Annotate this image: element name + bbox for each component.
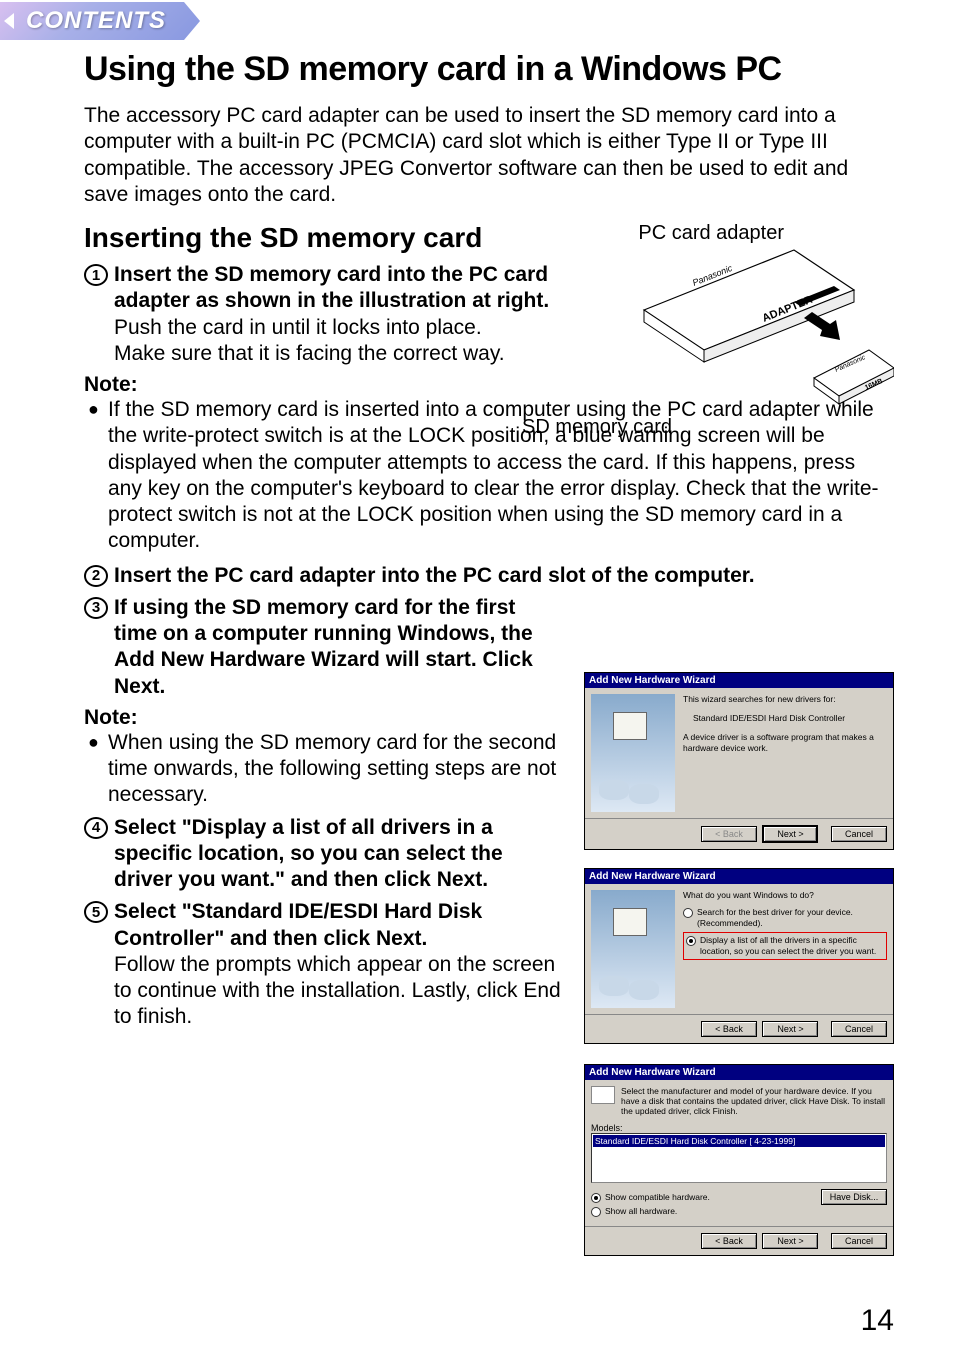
step-1-sub1: Push the card in until it locks into pla… [114, 315, 564, 341]
wizard-3-have-disk-button[interactable]: Have Disk... [821, 1189, 887, 1205]
wizard-1: Add New Hardware Wizard This wizard sear… [584, 672, 894, 850]
disk-icon [591, 1086, 615, 1104]
adapter-diagram: Panasonic ADAPTER Panasonic 16MB [634, 240, 894, 450]
radio-icon [591, 1207, 601, 1217]
step-3-num: 3 [84, 597, 108, 619]
step-4-title: Select "Display a list of all drivers in… [114, 815, 564, 894]
step-5-sub: Follow the prompts which appear on the s… [114, 952, 564, 1031]
wizard-3-title: Add New Hardware Wizard [585, 1065, 893, 1080]
note-2-text: When using the SD memory card for the se… [108, 730, 568, 809]
step-3-title: If using the SD memory card for the firs… [114, 595, 564, 700]
step-1-sub2: Make sure that it is facing the correct … [114, 341, 564, 367]
wizard-3: Add New Hardware Wizard Select the manuf… [584, 1064, 894, 1256]
wizard-3-back-button[interactable]: < Back [701, 1233, 757, 1249]
wizard-1-back-button: < Back [701, 826, 757, 842]
wizard-2-question: What do you want Windows to do? [683, 890, 887, 901]
wizard-3-cancel-button[interactable]: Cancel [831, 1233, 887, 1249]
wizard-2-title: Add New Hardware Wizard [585, 869, 893, 884]
intro-text: The accessory PC card adapter can be use… [84, 103, 884, 208]
note-2-label: Note: [84, 706, 564, 730]
radio-icon [591, 1193, 601, 1203]
contents-label: CONTENTS [26, 7, 166, 35]
wizard-1-line2: A device driver is a software program th… [683, 732, 887, 754]
radio-icon [683, 908, 693, 918]
step-5-num: 5 [84, 901, 108, 923]
wizard-1-line1: This wizard searches for new drivers for… [683, 694, 887, 705]
step-1-title: Insert the SD memory card into the PC ca… [114, 262, 564, 315]
step-2: 2 Insert the PC card adapter into the PC… [84, 563, 884, 589]
wizard-3-all[interactable]: Show all hardware. [591, 1206, 710, 1217]
wizard-3-all-label: Show all hardware. [605, 1206, 677, 1216]
step-4-num: 4 [84, 817, 108, 839]
wizard-1-title: Add New Hardware Wizard [585, 673, 893, 688]
wizard-sidebar-image [591, 890, 675, 1008]
step-5-title: Select "Standard IDE/ESDI Hard Disk Cont… [114, 899, 564, 952]
wizard-2: Add New Hardware Wizard What do you want… [584, 868, 894, 1044]
wizard-3-compat[interactable]: Show compatible hardware. [591, 1192, 710, 1203]
page-title: Using the SD memory card in a Windows PC [84, 50, 884, 89]
wizard-2-back-button[interactable]: < Back [701, 1021, 757, 1037]
wizard-3-models-label: Models: [591, 1123, 887, 1133]
step-2-num: 2 [84, 565, 108, 587]
sd-card-label: SD memory card [522, 416, 672, 439]
wizard-3-models-list[interactable]: Standard IDE/ESDI Hard Disk Controller [… [591, 1133, 887, 1183]
wizard-2-next-button[interactable]: Next > [762, 1021, 818, 1037]
wizard-2-opt1[interactable]: Search for the best driver for your devi… [683, 907, 887, 929]
wizard-3-compat-label: Show compatible hardware. [605, 1192, 710, 1202]
bullet-icon: ● [88, 730, 108, 809]
bullet-icon: ● [88, 397, 108, 555]
wizard-1-device: Standard IDE/ESDI Hard Disk Controller [693, 713, 887, 724]
page-number: 14 [861, 1304, 894, 1338]
note-2-row: ● When using the SD memory card for the … [88, 730, 568, 809]
wizard-1-next-button[interactable]: Next > [762, 825, 818, 843]
wizard-3-instr: Select the manufacturer and model of you… [621, 1086, 887, 1117]
step-5: 5 Select "Standard IDE/ESDI Hard Disk Co… [84, 899, 564, 1030]
wizard-2-opt1-label: Search for the best driver for your devi… [697, 907, 887, 929]
wizard-3-next-button[interactable]: Next > [762, 1233, 818, 1249]
step-4: 4 Select "Display a list of all drivers … [84, 815, 564, 894]
wizard-2-opt2[interactable]: Display a list of all the drivers in a s… [683, 932, 887, 960]
wizard-2-opt2-label: Display a list of all the drivers in a s… [700, 935, 884, 957]
wizard-sidebar-image [591, 694, 675, 812]
step-1-num: 1 [84, 264, 108, 286]
step-2-title: Insert the PC card adapter into the PC c… [114, 563, 884, 589]
wizard-1-cancel-button[interactable]: Cancel [831, 826, 887, 842]
radio-icon [686, 936, 696, 946]
wizard-2-cancel-button[interactable]: Cancel [831, 1021, 887, 1037]
contents-tab[interactable]: CONTENTS [0, 2, 200, 40]
step-3: 3 If using the SD memory card for the fi… [84, 595, 564, 700]
step-1: 1 Insert the SD memory card into the PC … [84, 262, 564, 367]
wizard-3-model-item[interactable]: Standard IDE/ESDI Hard Disk Controller [… [593, 1135, 885, 1147]
